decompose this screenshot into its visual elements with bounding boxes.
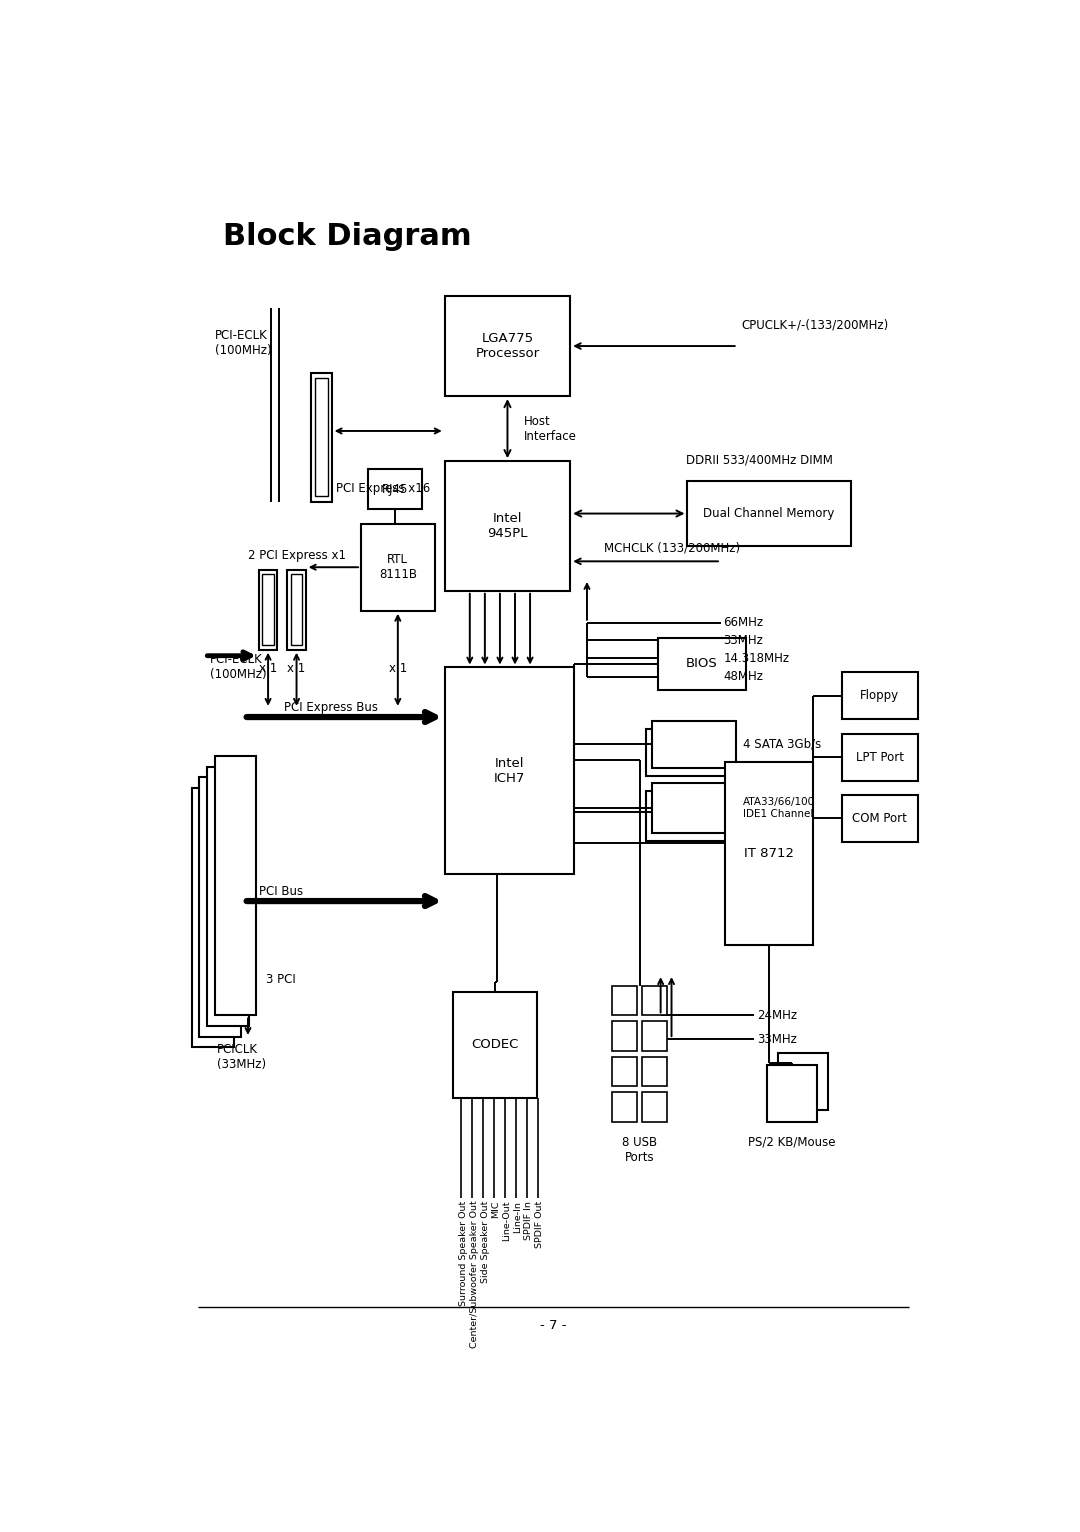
Bar bbox=[215, 755, 256, 1016]
Bar bbox=[445, 296, 570, 397]
Text: CPUCLK+/-(133/200MHz): CPUCLK+/-(133/200MHz) bbox=[741, 319, 888, 332]
Text: PCICLK
(33MHz): PCICLK (33MHz) bbox=[217, 1043, 266, 1071]
Bar bbox=[612, 1022, 637, 1051]
Bar bbox=[643, 1092, 667, 1121]
Text: 24MHz: 24MHz bbox=[757, 1010, 797, 1022]
Text: LPT Port: LPT Port bbox=[856, 751, 904, 763]
Text: Surround Speaker Out: Surround Speaker Out bbox=[459, 1201, 468, 1305]
Text: BIOS: BIOS bbox=[686, 657, 718, 671]
Bar bbox=[262, 574, 274, 645]
Text: x 1: x 1 bbox=[259, 662, 278, 674]
Bar bbox=[842, 795, 918, 843]
Text: SPDIF Out: SPDIF Out bbox=[535, 1201, 544, 1249]
Text: PCI Bus: PCI Bus bbox=[259, 885, 303, 898]
Bar bbox=[688, 481, 851, 545]
Bar bbox=[207, 766, 248, 1026]
Text: 66MHz: 66MHz bbox=[724, 616, 764, 630]
Text: 3 PCI: 3 PCI bbox=[267, 973, 296, 987]
Text: 14.318MHz: 14.318MHz bbox=[724, 651, 789, 665]
Text: 33MHz: 33MHz bbox=[757, 1033, 797, 1045]
Bar bbox=[842, 673, 918, 720]
Text: Floppy: Floppy bbox=[861, 689, 900, 702]
Bar bbox=[192, 787, 233, 1048]
Text: 4 SATA 3Gb/s: 4 SATA 3Gb/s bbox=[743, 738, 821, 751]
Bar bbox=[842, 734, 918, 781]
Text: 8 USB: 8 USB bbox=[622, 1135, 658, 1149]
Bar bbox=[652, 720, 735, 768]
Text: PCI-ECLK
(100MHz): PCI-ECLK (100MHz) bbox=[215, 329, 271, 357]
Bar bbox=[652, 783, 735, 832]
Bar bbox=[612, 1057, 637, 1086]
Text: Host
Interface: Host Interface bbox=[524, 415, 577, 443]
Bar bbox=[643, 987, 667, 1016]
Text: ATA33/66/100
IDE1 Channel: ATA33/66/100 IDE1 Channel bbox=[743, 797, 814, 818]
Text: Intel
ICH7: Intel ICH7 bbox=[494, 757, 525, 784]
Bar bbox=[454, 991, 537, 1098]
Bar bbox=[259, 570, 278, 650]
Text: MIC: MIC bbox=[491, 1201, 500, 1218]
Text: 33MHz: 33MHz bbox=[724, 634, 764, 647]
Bar bbox=[767, 1065, 818, 1121]
Bar bbox=[445, 461, 570, 591]
Bar bbox=[778, 1052, 828, 1109]
Text: COM Port: COM Port bbox=[852, 812, 907, 826]
Bar bbox=[647, 792, 730, 841]
Text: PS/2 KB/Mouse: PS/2 KB/Mouse bbox=[748, 1135, 836, 1149]
Text: 2 PCI Express x1: 2 PCI Express x1 bbox=[248, 548, 346, 562]
Text: LGA775
Processor: LGA775 Processor bbox=[475, 332, 540, 360]
Text: PCI-ECLK
(100MHz): PCI-ECLK (100MHz) bbox=[211, 654, 267, 682]
Bar bbox=[643, 1022, 667, 1051]
Text: DDRII 533/400MHz DIMM: DDRII 533/400MHz DIMM bbox=[686, 453, 833, 467]
Text: PCI Express x16: PCI Express x16 bbox=[336, 483, 430, 495]
Bar bbox=[361, 524, 434, 611]
Bar bbox=[200, 777, 241, 1037]
Bar bbox=[291, 574, 302, 645]
Bar bbox=[311, 372, 332, 502]
Text: RTL
8111B: RTL 8111B bbox=[379, 553, 417, 581]
Text: Dual Channel Memory: Dual Channel Memory bbox=[703, 507, 835, 519]
Bar bbox=[643, 1057, 667, 1086]
Text: - 7 -: - 7 - bbox=[540, 1319, 567, 1333]
Text: 48MHz: 48MHz bbox=[724, 671, 764, 683]
Text: x 1: x 1 bbox=[287, 662, 306, 674]
Bar bbox=[445, 668, 575, 873]
Bar bbox=[658, 637, 746, 689]
Bar bbox=[287, 570, 306, 650]
Bar bbox=[725, 761, 813, 945]
Bar bbox=[367, 469, 422, 510]
Bar bbox=[315, 378, 327, 496]
Bar bbox=[612, 1092, 637, 1121]
Text: PCI Express Bus: PCI Express Bus bbox=[284, 702, 378, 714]
Text: Line-Out: Line-Out bbox=[502, 1201, 512, 1241]
Bar bbox=[647, 729, 730, 777]
Text: Block Diagram: Block Diagram bbox=[222, 222, 472, 251]
Text: Intel
945PL: Intel 945PL bbox=[487, 512, 528, 539]
Text: Center/Subwoofer Speaker Out: Center/Subwoofer Speaker Out bbox=[470, 1201, 478, 1348]
Text: Ports: Ports bbox=[625, 1151, 654, 1164]
Text: CODEC: CODEC bbox=[471, 1039, 518, 1051]
Text: Side Speaker Out: Side Speaker Out bbox=[481, 1201, 489, 1284]
Text: x 1: x 1 bbox=[389, 662, 407, 674]
Text: MCHCLK (133/200MHz): MCHCLK (133/200MHz) bbox=[604, 541, 740, 555]
Text: IT 8712: IT 8712 bbox=[744, 847, 794, 859]
Bar bbox=[612, 987, 637, 1016]
Text: Line-In: Line-In bbox=[513, 1201, 523, 1233]
Text: SPDIF In: SPDIF In bbox=[524, 1201, 534, 1239]
Text: RJ45: RJ45 bbox=[381, 483, 408, 496]
